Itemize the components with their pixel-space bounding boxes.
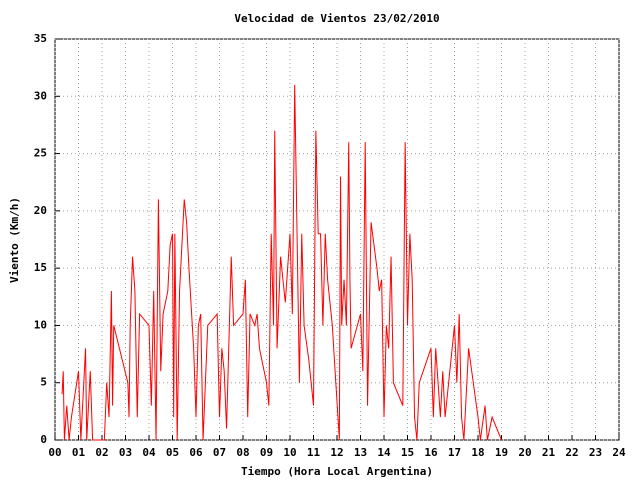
- x-tick-label: 01: [72, 446, 86, 459]
- x-tick-label: 16: [424, 446, 438, 459]
- y-tick-label: 25: [34, 147, 47, 160]
- x-tick-label: 20: [518, 446, 531, 459]
- x-tick-label: 22: [565, 446, 578, 459]
- x-tick-label: 19: [495, 446, 508, 459]
- x-tick-label: 10: [283, 446, 296, 459]
- x-tick-label: 07: [213, 446, 226, 459]
- x-tick-label: 00: [48, 446, 61, 459]
- y-tick-label: 5: [40, 376, 47, 389]
- x-tick-label: 17: [448, 446, 461, 459]
- x-tick-label: 02: [95, 446, 108, 459]
- x-tick-label: 15: [401, 446, 414, 459]
- chart-title: Velocidad de Vientos 23/02/2010: [234, 12, 439, 25]
- y-tick-label: 35: [34, 32, 47, 45]
- y-tick-label: 30: [34, 89, 47, 102]
- x-tick-label: 14: [377, 446, 391, 459]
- x-tick-label: 06: [189, 446, 203, 459]
- x-axis-label: Tiempo (Hora Local Argentina): [241, 465, 433, 478]
- x-tick-label: 13: [354, 446, 367, 459]
- y-tick-label: 0: [40, 433, 47, 446]
- x-tick-label: 09: [260, 446, 273, 459]
- x-tick-label: 11: [307, 446, 321, 459]
- y-tick-label: 15: [34, 261, 47, 274]
- wind-line: [61, 84, 502, 441]
- x-tick-label: 24: [612, 446, 626, 459]
- x-tick-label: 23: [589, 446, 602, 459]
- x-tick-label: 12: [330, 446, 343, 459]
- y-tick-label: 10: [34, 318, 47, 331]
- y-axis-label: Viento (Km/h): [8, 197, 21, 283]
- x-tick-label: 05: [166, 446, 179, 459]
- x-tick-label: 03: [119, 446, 132, 459]
- x-tick-label: 18: [471, 446, 484, 459]
- x-tick-label: 04: [142, 446, 156, 459]
- x-tick-label: 21: [542, 446, 556, 459]
- x-tick-label: 08: [236, 446, 249, 459]
- y-tick-label: 20: [34, 204, 47, 217]
